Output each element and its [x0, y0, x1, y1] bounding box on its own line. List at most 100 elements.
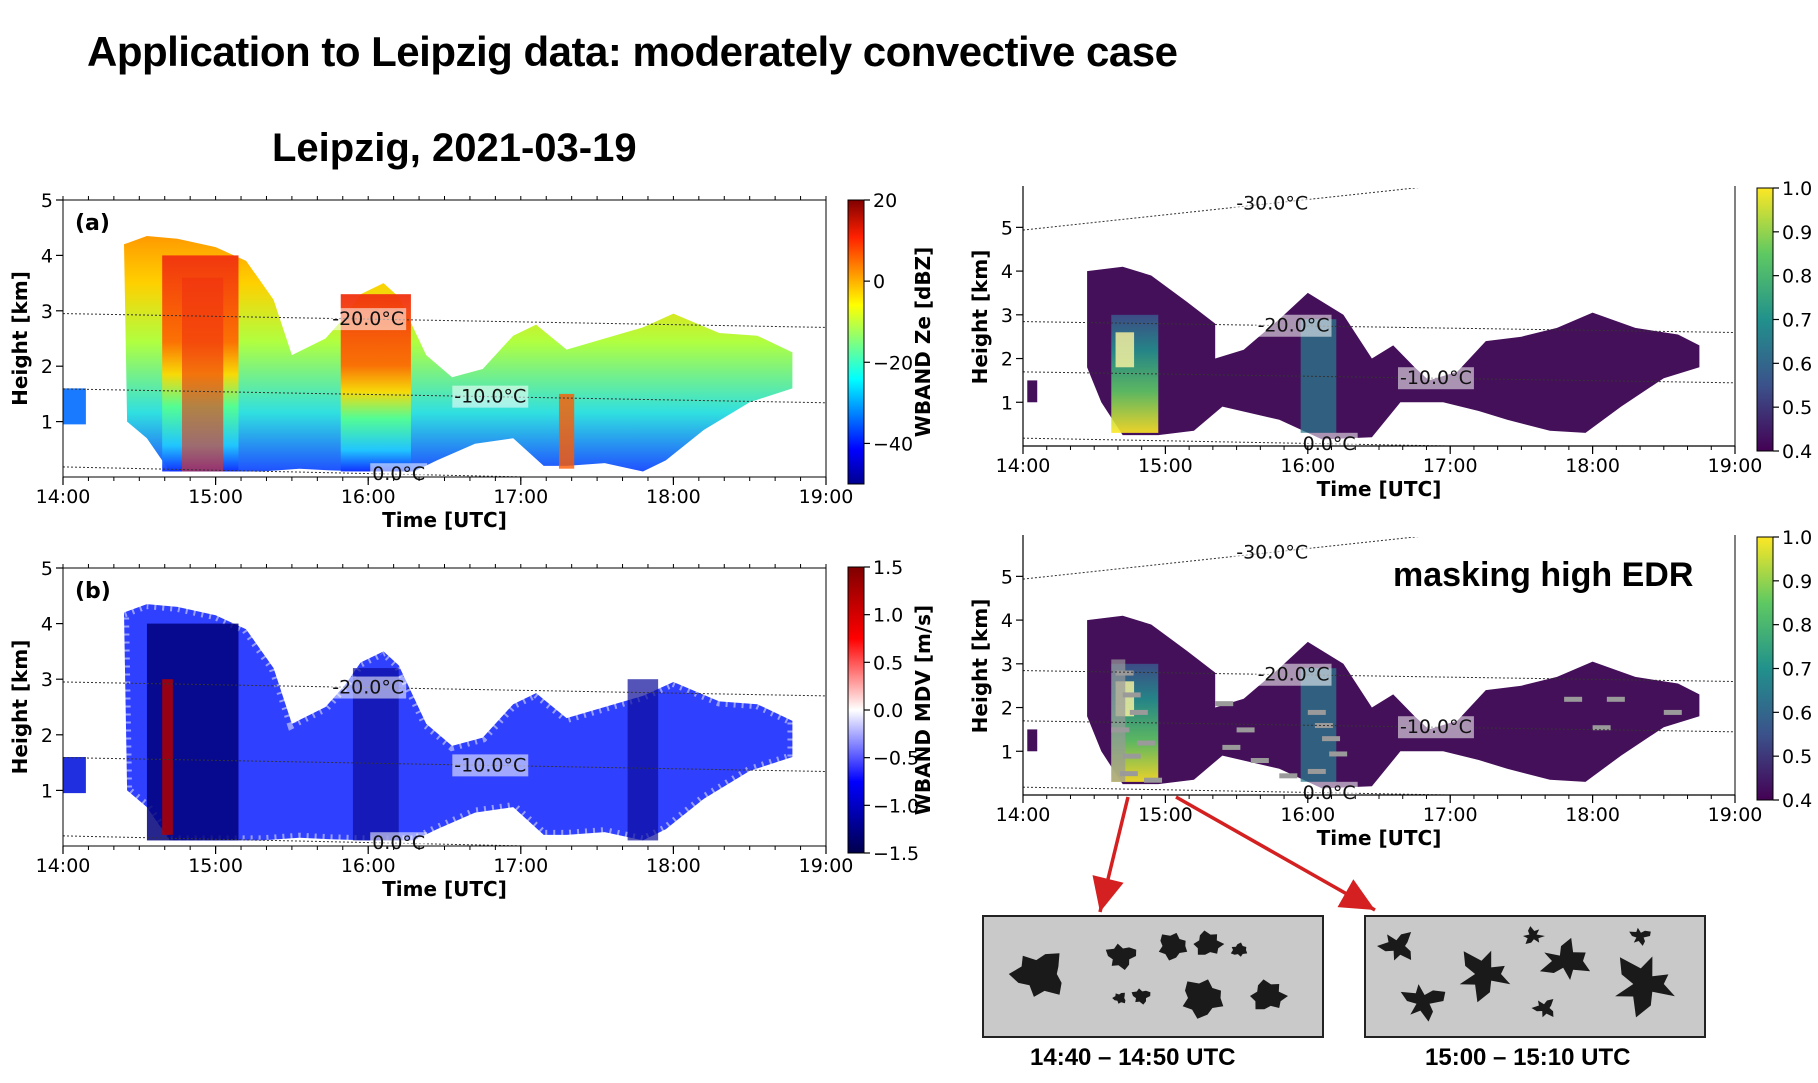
- isotherm-label-0: -30.0°C: [1236, 541, 1308, 563]
- y-tick-label-a-0: 1: [41, 412, 53, 434]
- isotherm-label-0: -20.0°C: [332, 308, 404, 330]
- isotherm-lines-b: [63, 681, 826, 846]
- edr-core-2: [1300, 319, 1337, 433]
- x-tick-label-a-4: 18:00: [646, 486, 701, 508]
- isotherm-label-1: -20.0°C: [1258, 315, 1330, 337]
- y-tick-label-b-3: 4: [41, 614, 53, 636]
- colorbar-tick-b-6: −1.5: [873, 843, 919, 865]
- x-tick-label-a-5: 19:00: [799, 486, 854, 508]
- photo-left: [982, 915, 1324, 1038]
- x-tick-label-c-3: 17:00: [1423, 455, 1478, 477]
- x-tick-label-d-0: 14:00: [996, 804, 1051, 826]
- colorbar-tick-a-0: 20: [873, 190, 897, 212]
- ice-particle: [1193, 930, 1225, 955]
- figure-title: Leipzig, 2021-03-19: [272, 126, 637, 170]
- x-tick-label-a-3: 17:00: [493, 486, 548, 508]
- ice-particle: [1112, 992, 1126, 1004]
- colorbar-tick-d-5: 0.5: [1782, 746, 1812, 768]
- y-axis-label-d: Height [km]: [968, 599, 992, 734]
- ice-particle: [1008, 953, 1062, 997]
- fallstreak: [558, 393, 575, 469]
- radar-field-c: [1027, 266, 1700, 440]
- mask-bar-7: [1144, 777, 1163, 783]
- colorbar-label-b: WBAND MDV [m/s]: [911, 605, 935, 815]
- colorbar-tick-d-3: 0.7: [1782, 659, 1812, 681]
- mask-bar-9: [1236, 727, 1255, 733]
- y-axis-label-a: Height [km]: [8, 271, 32, 406]
- mask-bar-10: [1222, 744, 1241, 750]
- x-tick-label-a-2: 16:00: [341, 486, 396, 508]
- y-tick-label-c-3: 4: [1001, 261, 1013, 283]
- mask-bar-6: [1119, 771, 1138, 777]
- isotherm-line-1: [63, 388, 826, 404]
- colorbar-d: [1756, 536, 1774, 801]
- x-axis-label-a: Time [UTC]: [382, 508, 507, 532]
- y-tick-label-a-1: 2: [41, 356, 53, 378]
- isotherm-line-3: [1023, 786, 1475, 795]
- x-tick-label-b-3: 17:00: [493, 855, 548, 877]
- x-tick-label-c-5: 19:00: [1708, 455, 1763, 477]
- slide-title: Application to Leipzig data: moderately …: [87, 28, 1178, 75]
- isotherm-label-1: -10.0°C: [454, 386, 526, 408]
- edr-mask: [1111, 659, 1682, 783]
- ice-particle: [1531, 999, 1554, 1018]
- echo-fragment: [63, 388, 86, 425]
- isotherm-label-2: 0.0°C: [372, 463, 425, 485]
- edr-echo: [1087, 615, 1700, 789]
- chart-c: -30.0°C -20.0°C -10.0°C 0.0°C 14:00 15:00 16:0…: [968, 178, 1812, 501]
- isotherm-line-0: [63, 313, 826, 328]
- colorbar-b: [847, 566, 865, 854]
- mask-bar-18: [1564, 696, 1583, 702]
- colorbar-tick-c-5: 0.5: [1782, 397, 1812, 419]
- y-tick-label-d-3: 4: [1001, 610, 1013, 632]
- isotherm-label-2: 0.0°C: [372, 832, 425, 854]
- ice-particle: [1539, 937, 1591, 980]
- isotherm-label-1: -10.0°C: [454, 754, 526, 776]
- x-tick-label-d-4: 18:00: [1565, 804, 1620, 826]
- isotherm-label-2: -10.0°C: [1400, 367, 1472, 389]
- colorbar-tick-c-2: 0.8: [1782, 266, 1812, 288]
- mask-bar-1: [1122, 692, 1141, 698]
- caption-left: 14:40 – 14:50 UTC: [1030, 1044, 1236, 1071]
- x-tick-label-a-1: 15:00: [188, 486, 243, 508]
- chart-d: -30.0°C -20.0°C -10.0°C 0.0°C 14:00 15:00 16:0…: [968, 527, 1812, 850]
- colorbar-tick-b-0: 1.5: [873, 557, 903, 579]
- colorbar-tick-d-4: 0.6: [1782, 702, 1812, 724]
- y-tick-label-d-1: 2: [1001, 698, 1013, 720]
- y-axis-label-c: Height [km]: [968, 250, 992, 385]
- colorbar-tick-b-3: 0.0: [873, 700, 903, 722]
- isotherm-line-1: [1023, 321, 1735, 334]
- y-tick-label-b-1: 2: [41, 725, 53, 747]
- x-tick-label-d-1: 15:00: [1138, 804, 1193, 826]
- isotherm-lines-a: [63, 313, 826, 477]
- y-tick-label-d-4: 5: [1001, 566, 1013, 588]
- y-axis-label-b: Height [km]: [8, 640, 32, 775]
- isotherm-line-1: [63, 757, 826, 772]
- y-tick-label-b-2: 3: [41, 669, 53, 691]
- isotherm-line-3: [1023, 437, 1475, 446]
- colorbar-tick-b-2: 0.5: [873, 652, 903, 674]
- masking-label: masking high EDR: [1393, 556, 1694, 594]
- isotherm-line-2: [63, 466, 549, 477]
- mask-bar-17: [1307, 768, 1326, 774]
- y-tick-label-a-4: 5: [41, 190, 53, 212]
- y-tick-label-b-4: 5: [41, 558, 53, 580]
- x-tick-label-a-0: 14:00: [36, 486, 91, 508]
- ice-particle: [1250, 979, 1288, 1010]
- caption-right: 15:00 – 15:10 UTC: [1425, 1044, 1631, 1071]
- mask-bar-13: [1307, 709, 1326, 715]
- mask-bar-16: [1329, 751, 1348, 757]
- radar-field-a: [63, 236, 793, 472]
- isotherm-label-2: -10.0°C: [1400, 716, 1472, 738]
- x-tick-label-c-0: 14:00: [996, 455, 1051, 477]
- isotherm-line-0: [1023, 188, 1420, 231]
- mask-bar-19: [1606, 696, 1625, 702]
- colorbar-a: [847, 199, 865, 485]
- x-tick-label-b-4: 18:00: [646, 855, 701, 877]
- mask-bar-12: [1279, 773, 1298, 779]
- mask-bar-2: [1129, 709, 1148, 715]
- ice-particle: [1523, 926, 1545, 944]
- y-tick-label-c-4: 5: [1001, 217, 1013, 239]
- x-tick-label-c-2: 16:00: [1280, 455, 1335, 477]
- ice-particle: [1615, 956, 1675, 1018]
